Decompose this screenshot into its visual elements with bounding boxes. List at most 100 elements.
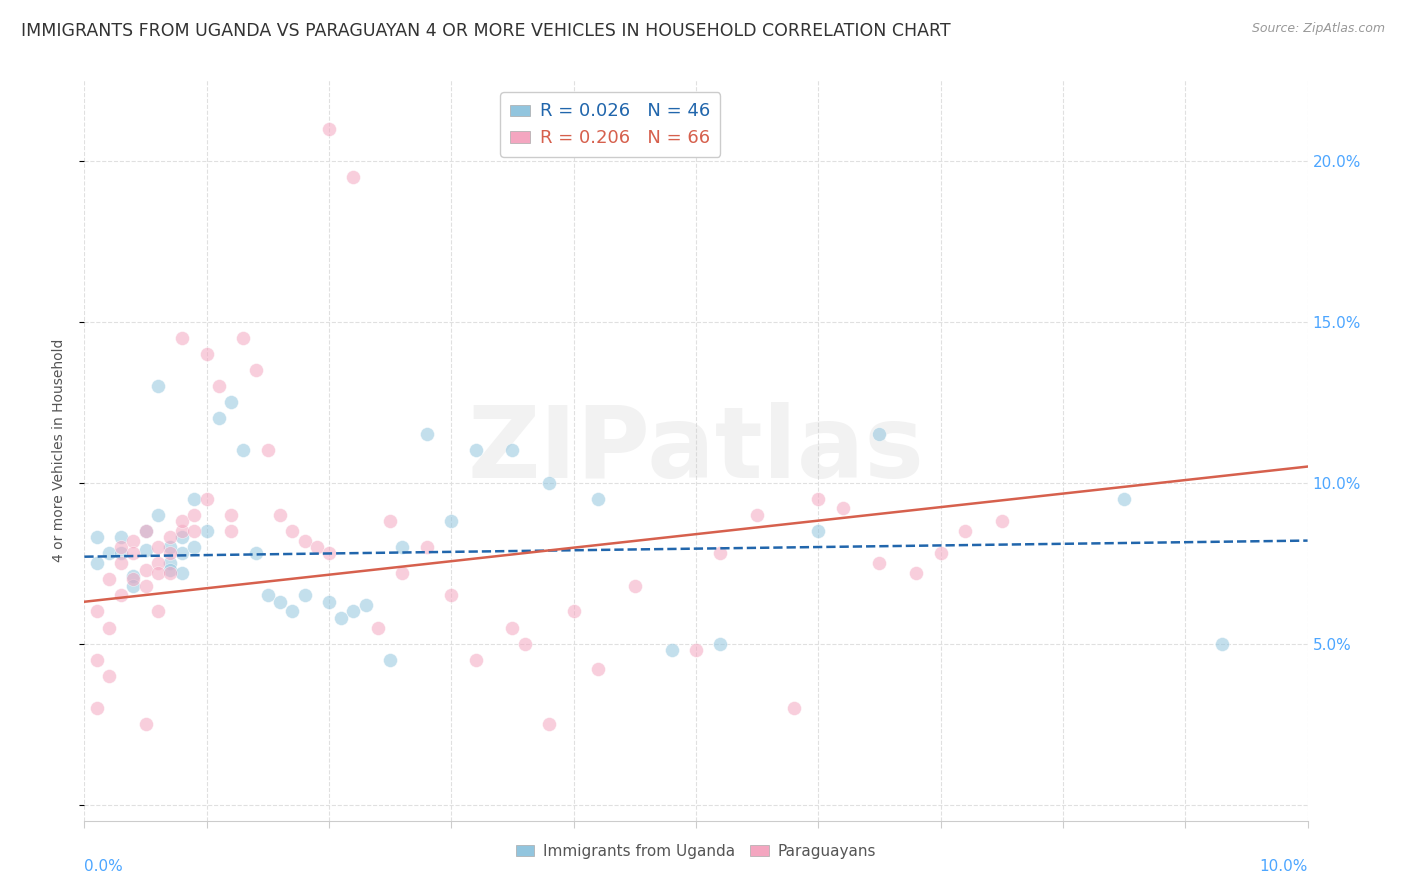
Point — [122, 533, 145, 548]
Text: ZIPatlas: ZIPatlas — [468, 402, 924, 499]
Point — [367, 620, 389, 634]
Point — [159, 556, 181, 570]
Point — [305, 540, 328, 554]
Point — [330, 611, 353, 625]
Point — [1114, 491, 1136, 506]
Point — [391, 566, 413, 580]
Point — [159, 530, 181, 544]
Point — [97, 572, 120, 586]
Point — [807, 491, 830, 506]
Point — [135, 524, 157, 538]
Point — [183, 491, 205, 506]
Point — [269, 595, 291, 609]
Point — [122, 546, 145, 560]
Point — [159, 546, 181, 560]
Point — [513, 637, 536, 651]
Point — [783, 701, 806, 715]
Point — [110, 530, 132, 544]
Point — [195, 524, 218, 538]
Point — [183, 508, 205, 522]
Point — [232, 331, 254, 345]
Point — [110, 556, 132, 570]
Point — [122, 569, 145, 583]
Point — [416, 427, 439, 442]
Point — [380, 653, 402, 667]
Point — [831, 501, 853, 516]
Point — [135, 717, 157, 731]
Text: 0.0%: 0.0% — [84, 859, 124, 874]
Point — [1211, 637, 1233, 651]
Point — [159, 566, 181, 580]
Point — [219, 524, 242, 538]
Point — [245, 363, 267, 377]
Point — [281, 524, 304, 538]
Point — [86, 604, 108, 618]
Point — [122, 579, 145, 593]
Legend: Immigrants from Uganda, Paraguayans: Immigrants from Uganda, Paraguayans — [509, 838, 883, 865]
Point — [195, 347, 218, 361]
Point — [709, 637, 731, 651]
Point — [86, 653, 108, 667]
Point — [159, 540, 181, 554]
Point — [172, 514, 194, 528]
Point — [464, 653, 486, 667]
Point — [135, 563, 157, 577]
Point — [135, 524, 157, 538]
Point — [869, 556, 891, 570]
Point — [953, 524, 976, 538]
Point — [502, 620, 524, 634]
Point — [135, 543, 157, 558]
Point — [586, 662, 609, 676]
Point — [97, 669, 120, 683]
Point — [747, 508, 769, 522]
Point — [294, 533, 316, 548]
Point — [380, 514, 402, 528]
Point — [685, 643, 707, 657]
Point — [562, 604, 585, 618]
Point — [195, 491, 218, 506]
Point — [172, 331, 194, 345]
Point — [146, 379, 169, 393]
Point — [269, 508, 291, 522]
Point — [586, 491, 609, 506]
Y-axis label: 4 or more Vehicles in Household: 4 or more Vehicles in Household — [52, 339, 66, 562]
Point — [97, 620, 120, 634]
Point — [146, 540, 169, 554]
Point — [661, 643, 683, 657]
Point — [172, 530, 194, 544]
Point — [257, 588, 280, 602]
Point — [354, 598, 377, 612]
Point — [342, 169, 364, 184]
Point — [110, 546, 132, 560]
Point — [146, 508, 169, 522]
Point — [172, 546, 194, 560]
Point — [281, 604, 304, 618]
Point — [86, 701, 108, 715]
Point — [159, 563, 181, 577]
Point — [146, 556, 169, 570]
Point — [110, 588, 132, 602]
Point — [208, 379, 231, 393]
Text: IMMIGRANTS FROM UGANDA VS PARAGUAYAN 4 OR MORE VEHICLES IN HOUSEHOLD CORRELATION: IMMIGRANTS FROM UGANDA VS PARAGUAYAN 4 O… — [21, 22, 950, 40]
Point — [183, 524, 205, 538]
Point — [929, 546, 952, 560]
Point — [391, 540, 413, 554]
Point — [440, 588, 463, 602]
Point — [502, 443, 524, 458]
Point — [294, 588, 316, 602]
Point — [416, 540, 439, 554]
Point — [172, 524, 194, 538]
Point — [440, 514, 463, 528]
Point — [318, 121, 340, 136]
Point — [709, 546, 731, 560]
Point — [146, 604, 169, 618]
Point — [905, 566, 928, 580]
Point — [146, 566, 169, 580]
Point — [86, 530, 108, 544]
Point — [318, 595, 340, 609]
Text: 10.0%: 10.0% — [1260, 859, 1308, 874]
Point — [135, 579, 157, 593]
Point — [538, 717, 561, 731]
Point — [807, 524, 830, 538]
Point — [219, 508, 242, 522]
